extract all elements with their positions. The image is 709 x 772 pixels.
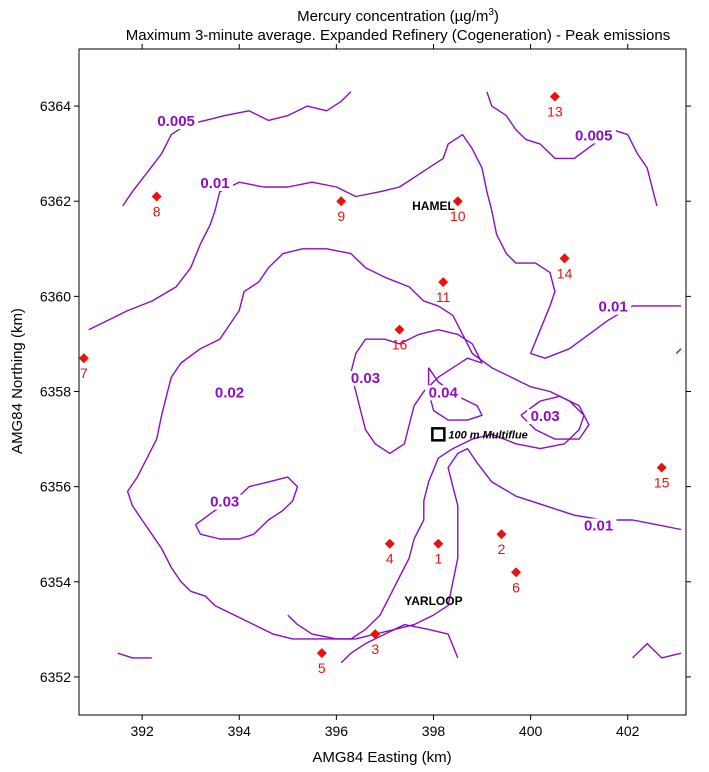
- contour-label: 0.01: [599, 299, 628, 316]
- receptor-label: 6: [512, 579, 520, 595]
- receptor-marker: [151, 191, 162, 202]
- contour-label: 0.01: [200, 175, 229, 192]
- contour-label: 0.005: [575, 127, 613, 144]
- receptor-marker: [559, 253, 570, 264]
- receptor-marker: [511, 567, 522, 578]
- contour-label-bg: [206, 494, 243, 510]
- axis-ticks: 392 394 396 398 400 4026352635463566358636063…: [40, 44, 691, 739]
- contour-label-bg: [154, 114, 199, 130]
- receptor-marker: [384, 538, 395, 549]
- receptor-marker: [438, 277, 449, 288]
- receptor-label: 11: [436, 289, 451, 305]
- x-axis-label: AMG84 Easting (km): [312, 749, 451, 766]
- contour-line-0-01: [287, 447, 682, 640]
- receptors: 1 2 3 4 5 6 7 8 9 10 11 13 14 15 16: [78, 91, 670, 676]
- contour-label: 0.01: [584, 517, 613, 534]
- y-tick-label: 6360: [40, 288, 71, 304]
- receptor-label: 14: [557, 265, 573, 281]
- receptor-label: 8: [153, 203, 161, 219]
- receptor-label: 9: [337, 208, 345, 224]
- contour-line-0-005: [122, 91, 352, 207]
- contour-label-bg: [425, 385, 462, 401]
- contour-label-bg: [595, 299, 632, 315]
- receptor-marker: [336, 196, 347, 207]
- contour-label: 0.005: [157, 113, 195, 130]
- contour-labels: 0.005 0.005 0.01 0.01 0.01 0.02 0.03 0.04 0.03 0.…: [154, 113, 632, 534]
- y-tick-label: 6354: [40, 574, 71, 590]
- chart-subtitle: Maximum 3-minute average. Expanded Refin…: [126, 27, 670, 44]
- contour-label: 0.02: [215, 384, 244, 401]
- contour-label-bg: [527, 409, 564, 425]
- chart-title: Mercury concentration (µg/m3): [297, 7, 499, 25]
- receptor-marker: [433, 538, 444, 549]
- contour-label: 0.03: [210, 494, 239, 511]
- contour-line-0-005: [486, 91, 658, 207]
- y-tick-label: 6352: [40, 669, 71, 685]
- contour-label-bg: [580, 518, 617, 534]
- receptor-label: 3: [371, 641, 379, 657]
- y-tick-label: 6358: [40, 384, 71, 400]
- receptor-marker: [452, 196, 463, 207]
- receptor-label: 15: [654, 475, 670, 491]
- receptor-marker: [370, 629, 381, 640]
- y-axis-label: AMG84 Northing (km): [9, 308, 26, 454]
- contour-line-0-01: [632, 642, 682, 659]
- receptor-label: 5: [318, 660, 326, 676]
- receptor-marker: [549, 91, 560, 102]
- y-tick-label: 6364: [40, 98, 71, 114]
- contour-line-0-01: [88, 133, 682, 359]
- emission-source: 100 m Multiflue: [431, 427, 528, 442]
- receptor-marker: [496, 529, 507, 540]
- contour-label-bg: [196, 175, 233, 191]
- contour-label: 0.04: [429, 384, 459, 401]
- source-label: 100 m Multiflue: [448, 429, 527, 441]
- contour-label-bg: [571, 128, 616, 144]
- receptor-marker: [656, 462, 667, 473]
- receptor-marker: [394, 324, 405, 335]
- receptor-label: 7: [80, 365, 88, 381]
- receptor-label: 2: [498, 541, 506, 557]
- contour-line-0-01: [675, 348, 682, 354]
- source-marker: [431, 427, 446, 442]
- x-tick-label: 392: [130, 723, 154, 739]
- receptor-label: 10: [450, 208, 466, 224]
- x-tick-label: 402: [616, 723, 640, 739]
- town-label: HAMEL: [412, 199, 455, 213]
- receptor-marker: [78, 353, 89, 364]
- receptor-label: 4: [386, 551, 394, 567]
- x-tick-label: 394: [228, 723, 252, 739]
- contour-line-0-02: [126, 248, 585, 640]
- contour-label-bg: [211, 385, 248, 401]
- contour-label-bg: [347, 371, 384, 386]
- contour-label: 0.03: [351, 370, 380, 387]
- x-tick-label: 396: [325, 723, 349, 739]
- contour-line-0-03: [520, 395, 590, 440]
- contour-lines: [88, 91, 682, 664]
- receptor-label: 13: [547, 104, 563, 120]
- contour-line-0-01: [340, 623, 459, 664]
- receptor-marker: [316, 648, 327, 659]
- y-tick-label: 6356: [40, 479, 71, 495]
- y-tick-label: 6362: [40, 193, 71, 209]
- receptor-label: 16: [392, 337, 408, 353]
- town-label: YARLOOP: [404, 594, 462, 608]
- x-tick-label: 398: [422, 723, 446, 739]
- contour-label: 0.03: [531, 408, 560, 425]
- plot-frame: [78, 48, 687, 716]
- contour-line-0-03: [350, 329, 483, 455]
- contour-line-0-01: [117, 652, 152, 659]
- receptor-label: 1: [434, 551, 442, 567]
- x-tick-label: 400: [519, 723, 543, 739]
- town-labels: HAMEL YARLOOP: [404, 199, 462, 608]
